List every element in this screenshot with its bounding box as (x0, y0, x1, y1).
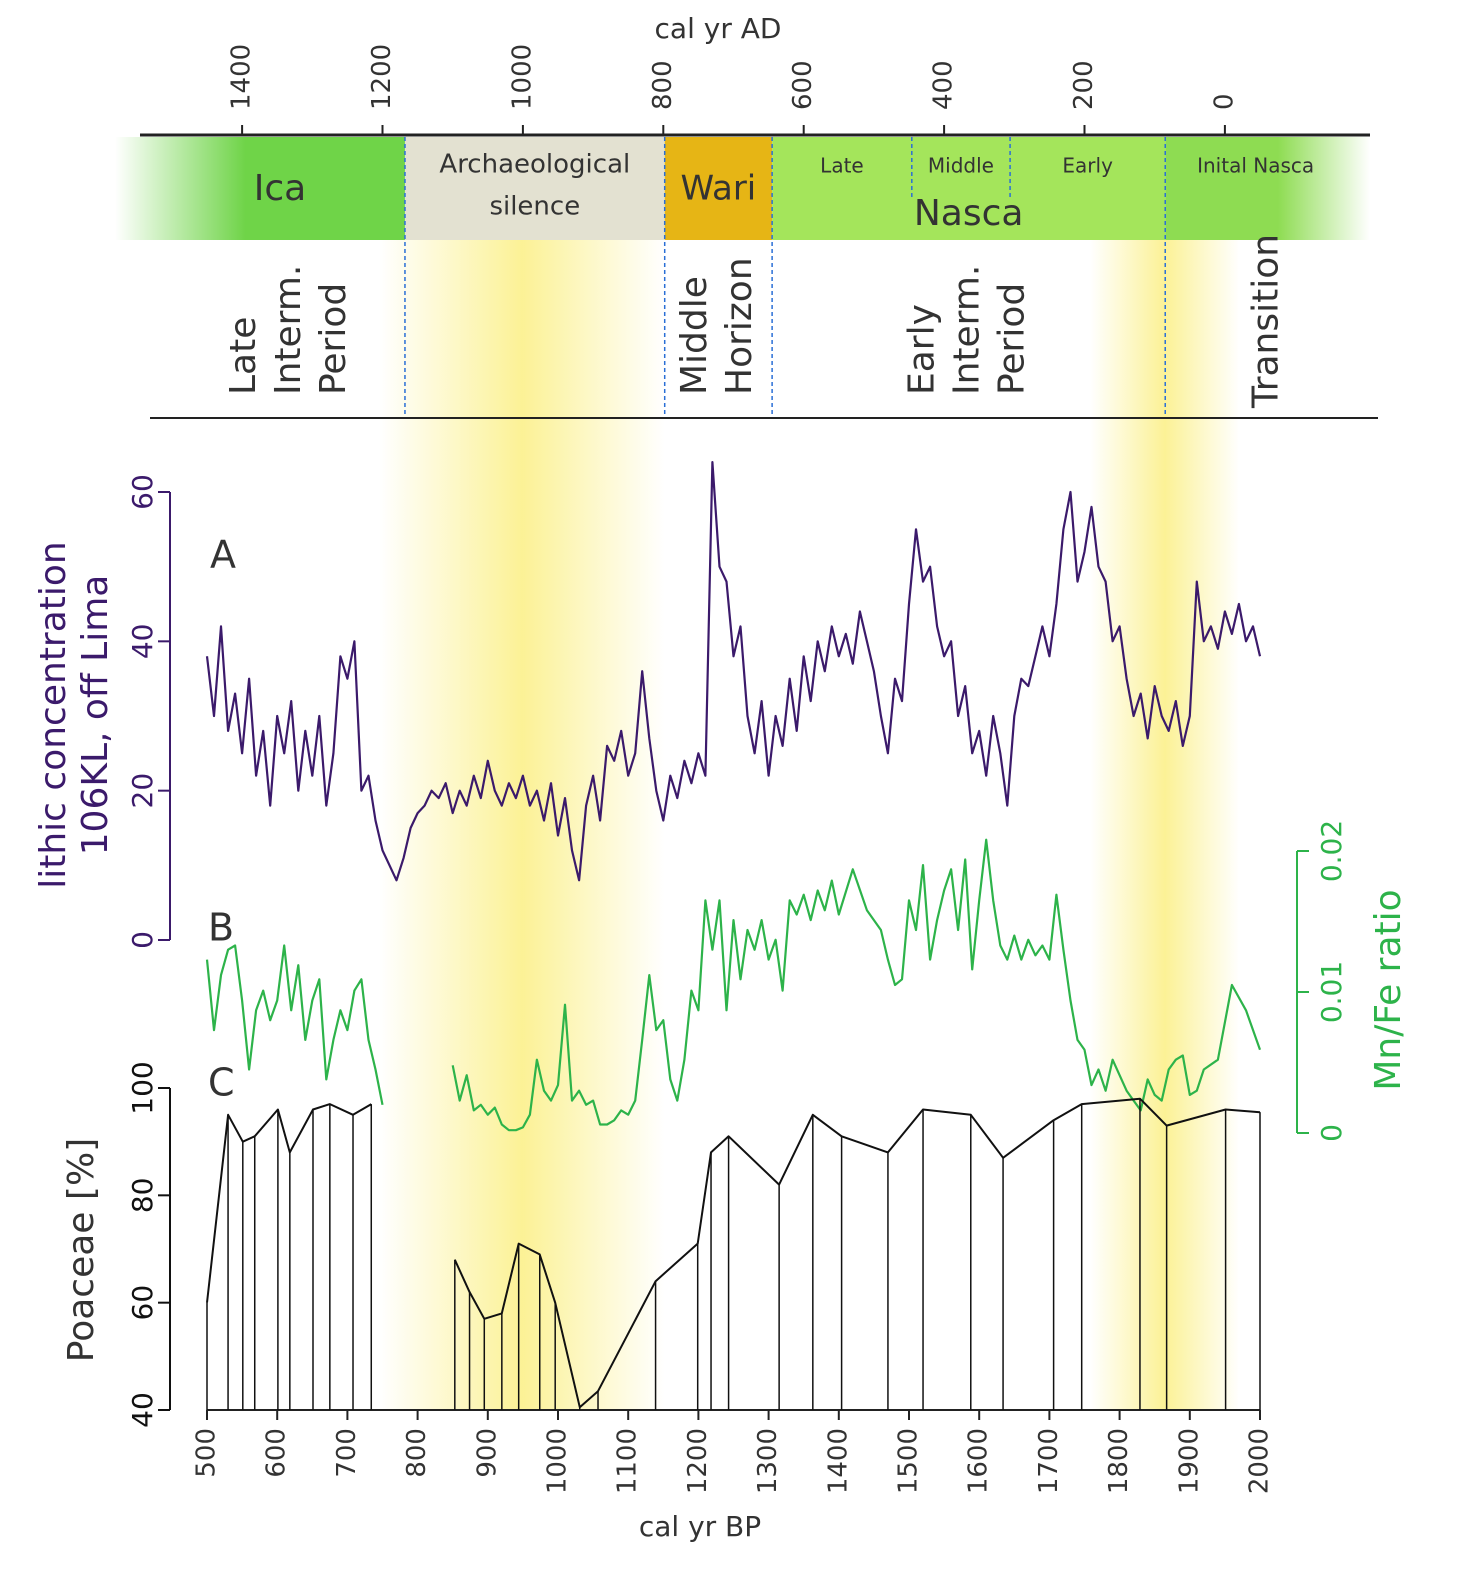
culture-label: Nasca (914, 193, 1024, 234)
top-tick-label: 800 (648, 60, 678, 110)
panel-letter: B (208, 906, 234, 950)
culture-label: silence (489, 192, 580, 222)
culture-band (664, 137, 773, 240)
era-label: Horizon (719, 257, 760, 395)
x-tick-label: 500 (192, 1428, 222, 1478)
y-tick-label: 60 (126, 474, 159, 510)
y-tick-label: 40 (126, 624, 159, 660)
panel-letter: A (210, 533, 236, 577)
x-tick-label: 1200 (683, 1428, 713, 1494)
x-tick-label: 1700 (1034, 1428, 1064, 1494)
phase-label: Early (1062, 154, 1113, 178)
y-tick-label: 0 (1315, 1124, 1348, 1142)
era-label: Middle (674, 276, 715, 395)
era-label: Transition (1246, 234, 1287, 409)
x-tick-label: 600 (262, 1428, 292, 1478)
top-tick-label: 600 (788, 60, 818, 110)
highlight-band (379, 240, 665, 1410)
culture-band (1165, 137, 1370, 240)
x-tick-label: 1600 (964, 1428, 994, 1494)
culture-label: Inital Nasca (1197, 154, 1314, 178)
x-axis-title: cal yr BP (639, 1510, 761, 1543)
top-tick-label: 0 (1209, 93, 1239, 110)
y-axis-title: lithic concentration (33, 541, 74, 889)
y-tick-label: 0.02 (1315, 820, 1348, 882)
era-label: Period (313, 283, 354, 395)
y-axis-title: 106KL, off Lima (75, 575, 116, 856)
data-line (205, 461, 1262, 882)
x-tick-label: 700 (332, 1428, 362, 1478)
x-tick-label: 1100 (613, 1428, 643, 1494)
top-tick-label: 1200 (367, 44, 397, 110)
culture-band (404, 137, 665, 240)
panel-letter: C (208, 1061, 235, 1105)
culture-label: Archaeological (439, 150, 630, 180)
culture-label: Ica (254, 168, 306, 209)
x-tick-label: 2000 (1245, 1428, 1275, 1494)
x-tick-label: 1400 (823, 1428, 853, 1494)
top-tick-label: 200 (1069, 60, 1099, 110)
culture-band (772, 137, 1166, 240)
x-tick-label: 1900 (1174, 1428, 1204, 1494)
phase-label: Late (820, 154, 864, 178)
top-tick-label: 1400 (227, 44, 257, 110)
y-tick-label: 80 (126, 1178, 159, 1214)
x-tick-label: 800 (402, 1428, 432, 1478)
y-tick-label: 0.01 (1315, 961, 1348, 1023)
highlight-band (1090, 240, 1240, 1410)
y-tick-label: 0 (126, 931, 159, 949)
era-label: Interm. (947, 265, 988, 395)
culture-label: Wari (681, 169, 757, 209)
y-axis-title: Poaceae [%] (61, 1138, 102, 1362)
x-tick-label: 900 (472, 1428, 502, 1478)
y-axis-title: Mn/Fe ratio (1368, 889, 1409, 1090)
x-tick-label: 1800 (1104, 1428, 1134, 1494)
data-line (205, 838, 1262, 1132)
x-tick-label: 1300 (753, 1428, 783, 1494)
phase-label: Middle (928, 154, 994, 178)
data-line (206, 1097, 1261, 1409)
top-tick-label: 1000 (507, 44, 537, 110)
top-axis-title: cal yr AD (655, 12, 782, 45)
era-label: Interm. (268, 265, 309, 395)
top-tick-label: 400 (929, 60, 959, 110)
culture-band (115, 137, 405, 240)
y-tick-label: 40 (126, 1392, 159, 1428)
y-tick-label: 20 (126, 773, 159, 809)
x-tick-label: 1500 (894, 1428, 924, 1494)
era-label: Period (992, 283, 1033, 395)
x-tick-label: 1000 (543, 1428, 573, 1494)
y-tick-label: 100 (126, 1061, 159, 1114)
y-tick-label: 60 (126, 1285, 159, 1321)
era-label: Early (902, 304, 943, 395)
era-label: Late (223, 317, 264, 395)
